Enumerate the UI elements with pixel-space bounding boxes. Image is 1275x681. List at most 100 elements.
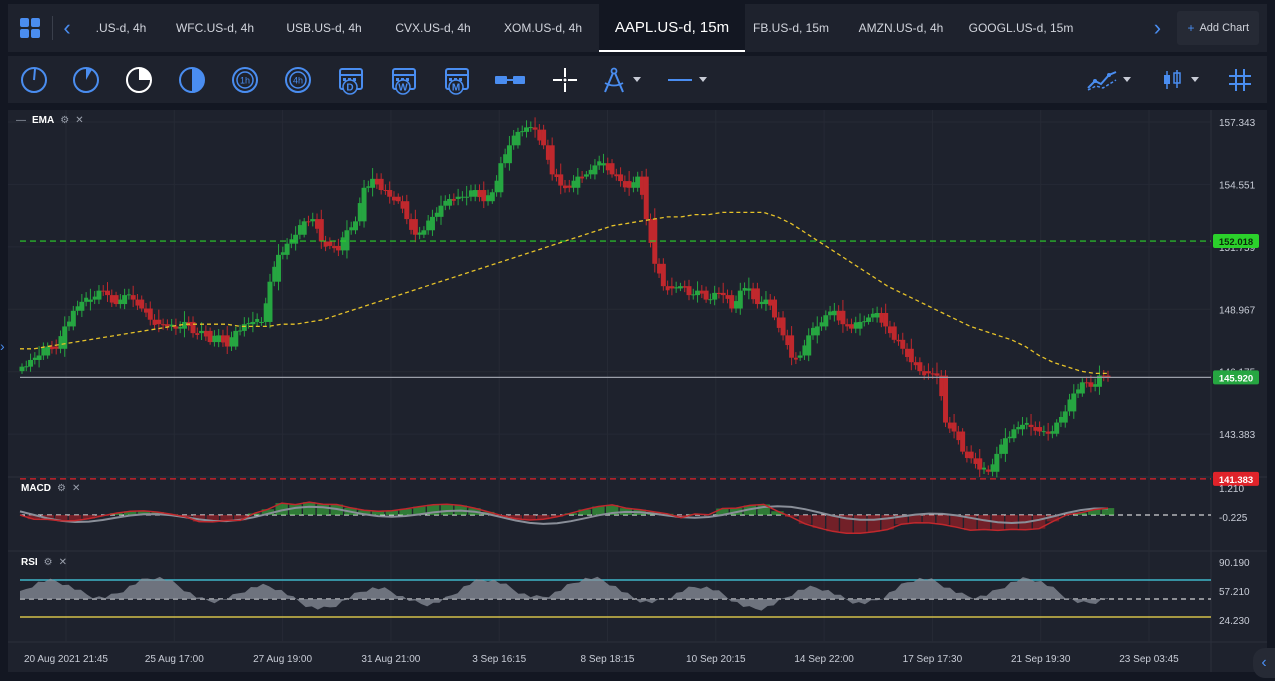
candle-body xyxy=(853,322,858,329)
timeframe-15m-button[interactable] xyxy=(123,64,155,96)
candle-body xyxy=(92,296,97,300)
clock-30m-icon xyxy=(179,67,205,93)
candle-body xyxy=(276,254,282,282)
svg-text:1h: 1h xyxy=(240,76,250,86)
layout-grid-button[interactable] xyxy=(8,4,52,52)
tabs-scroll-right-button[interactable]: › xyxy=(1143,4,1171,52)
tab-2[interactable]: USB.US-d, 4h xyxy=(286,21,362,35)
timeframe-5m-button[interactable] xyxy=(70,64,102,96)
tab-0[interactable]: .US-d, 4h xyxy=(95,21,147,35)
calendar-day-icon: D xyxy=(339,68,363,95)
candle-body xyxy=(1096,375,1102,387)
grid-toggle-button[interactable] xyxy=(1224,64,1256,96)
candle-body xyxy=(503,154,508,164)
candle-body xyxy=(626,181,632,188)
candle-body xyxy=(481,190,487,202)
candle-body xyxy=(310,219,316,222)
level-badge-label: 145.920 xyxy=(1219,373,1253,384)
collapse-icon[interactable]: — xyxy=(16,115,26,126)
right-panel-handle[interactable]: ‹ xyxy=(1253,648,1275,678)
line-style-dropdown[interactable] xyxy=(696,64,710,96)
candle-body xyxy=(639,176,644,195)
settings-gear-icon[interactable]: ⚙ xyxy=(43,557,53,568)
candle-body xyxy=(434,212,439,217)
candle-body xyxy=(1007,436,1012,439)
indicators-button[interactable] xyxy=(1086,64,1118,96)
macd-axis-label: 1.210 xyxy=(1219,484,1244,495)
timeframe-30m-button[interactable] xyxy=(176,64,208,96)
candle-body xyxy=(395,196,401,202)
candle-body xyxy=(1050,431,1055,434)
candle-body xyxy=(657,263,662,274)
candle-body xyxy=(515,131,521,146)
candle-body xyxy=(464,196,470,198)
rsi-indicator-label[interactable]: RSI ⚙ ✕ xyxy=(21,557,67,568)
candle-body xyxy=(571,180,576,188)
timeframe-1h-button[interactable]: 1h xyxy=(229,64,261,96)
candle-body xyxy=(831,310,837,316)
candle-body xyxy=(1024,422,1029,425)
period-daily-button[interactable]: D xyxy=(336,64,368,96)
chart-type-button[interactable] xyxy=(1156,64,1188,96)
add-chart-button[interactable]: + Add Chart xyxy=(1177,11,1259,45)
caret-down-icon xyxy=(1191,77,1199,82)
candle-body xyxy=(126,294,131,296)
candle-body xyxy=(152,319,157,325)
time-axis-label: 17 Sep 17:30 xyxy=(903,654,963,665)
candle-body xyxy=(199,330,205,334)
chart-type-dropdown[interactable] xyxy=(1188,64,1202,96)
candle-body xyxy=(349,227,354,231)
candle-body xyxy=(592,165,598,175)
candle-body xyxy=(506,145,512,164)
tab-3[interactable]: CVX.US-d, 4h xyxy=(395,21,471,35)
clock-1h-icon: 1h xyxy=(232,67,258,93)
candlestick-icon xyxy=(1164,70,1181,89)
chart-area[interactable]: 20 Aug 2021 21:45 25 Aug 17:00 27 Aug 19:0… xyxy=(8,110,1267,672)
tab-1[interactable]: WFC.US-d, 4h xyxy=(175,21,254,35)
indicators-dropdown[interactable] xyxy=(1120,64,1134,96)
tab-6[interactable]: FB.US-d, 15m xyxy=(752,21,830,35)
settings-gear-icon[interactable]: ⚙ xyxy=(60,115,70,126)
candle-body xyxy=(105,290,111,296)
candle-body xyxy=(216,335,222,343)
ema-indicator-label[interactable]: — EMA ⚙ ✕ xyxy=(16,115,84,126)
timeframe-4h-button[interactable]: 4h xyxy=(282,64,314,96)
tabs-scroll-left-button[interactable]: ‹ xyxy=(53,4,81,52)
crosshair-button[interactable] xyxy=(549,64,581,96)
candle-body xyxy=(1054,422,1060,434)
caret-down-icon xyxy=(1123,77,1131,82)
candle-body xyxy=(374,178,379,185)
candle-body xyxy=(293,234,299,244)
period-weekly-button[interactable]: W xyxy=(389,64,421,96)
tab-4[interactable]: XOM.US-d, 4h xyxy=(503,21,583,35)
timeframe-1m-button[interactable] xyxy=(18,64,50,96)
left-panel-handle[interactable]: › xyxy=(0,338,8,358)
chart-canvas[interactable]: 20 Aug 2021 21:45 25 Aug 17:00 27 Aug 19:0… xyxy=(8,110,1267,672)
tab-8[interactable]: GOOGL.US-d, 15m xyxy=(968,21,1074,35)
close-icon[interactable]: ✕ xyxy=(58,557,68,568)
macd-indicator-label[interactable]: MACD ⚙ ✕ xyxy=(21,483,80,494)
candle-body xyxy=(917,362,923,372)
compare-button[interactable] xyxy=(494,64,526,96)
candle-body xyxy=(956,431,961,441)
ema-line xyxy=(20,211,1108,375)
period-monthly-button[interactable]: M xyxy=(442,64,474,96)
line-style-button[interactable] xyxy=(664,64,696,96)
drawing-tools-dropdown[interactable] xyxy=(630,64,644,96)
close-icon[interactable]: ✕ xyxy=(75,115,84,126)
rsi-axis-label: 57.210 xyxy=(1219,587,1250,598)
candle-body xyxy=(754,288,760,305)
close-icon[interactable]: ✕ xyxy=(71,483,81,494)
hash-grid-icon xyxy=(1229,69,1251,91)
candle-body xyxy=(417,232,422,235)
drawing-tools-button[interactable] xyxy=(598,64,630,96)
tab-7[interactable]: AMZN.US-d, 4h xyxy=(858,21,944,35)
candle-body xyxy=(315,219,320,229)
settings-gear-icon[interactable]: ⚙ xyxy=(57,483,66,494)
candle-body xyxy=(665,286,670,291)
tab-5[interactable]: AAPL.US-d, 15m xyxy=(599,4,745,52)
candle-body xyxy=(751,288,756,300)
tab-separator xyxy=(52,16,53,40)
candle-body xyxy=(870,313,875,318)
chevron-left-icon: ‹ xyxy=(1261,654,1267,671)
